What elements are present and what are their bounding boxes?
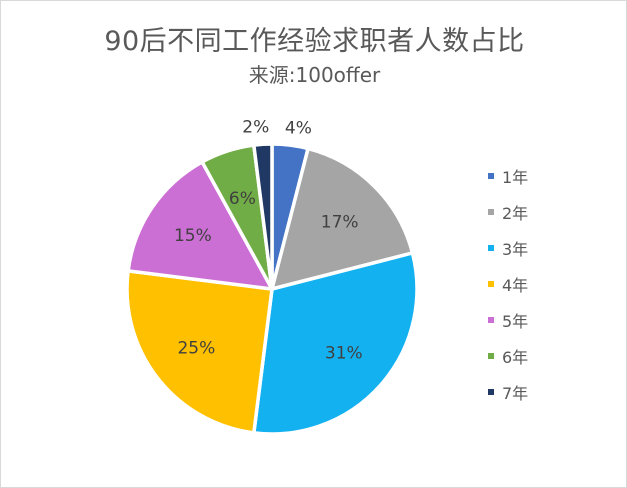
legend-label: 5年	[502, 312, 529, 331]
legend-swatch	[488, 209, 494, 215]
legend-swatch	[488, 353, 494, 359]
pie-slice-3	[252, 251, 419, 436]
legend-label: 1年	[502, 168, 529, 187]
legend-swatch	[488, 245, 494, 251]
slice-label-1: 4%	[285, 118, 312, 138]
legend-item-4: 4年	[488, 266, 528, 302]
pie-slice-5	[126, 160, 274, 291]
slice-label-3: 31%	[325, 343, 363, 363]
legend-item-5: 5年	[488, 302, 528, 338]
legend: 1年 2年 3年 4年 5年 6年 7年	[488, 158, 528, 410]
slice-label-2: 17%	[321, 212, 359, 232]
slice-label-5: 15%	[174, 226, 212, 246]
legend-swatch	[488, 317, 494, 323]
legend-swatch	[488, 389, 494, 395]
legend-item-7: 7年	[488, 374, 528, 410]
legend-swatch	[488, 173, 494, 179]
legend-item-3: 3年	[488, 230, 528, 266]
legend-swatch	[488, 281, 494, 287]
legend-label: 2年	[502, 204, 529, 223]
pie-slice-7	[252, 142, 274, 291]
legend-label: 3年	[502, 240, 529, 259]
legend-label: 6年	[502, 348, 529, 367]
pie-slice-2	[270, 146, 415, 291]
chart-title: 90后不同工作经验求职者人数占比	[104, 26, 525, 57]
pie-slice-4	[125, 269, 274, 435]
slice-label-6: 6%	[229, 189, 256, 209]
legend-label: 7年	[502, 384, 529, 403]
chart-subtitle: 来源:100offer	[248, 63, 381, 87]
slice-label-4: 25%	[177, 339, 215, 359]
legend-label: 4年	[502, 276, 529, 295]
slice-label-7: 2%	[242, 117, 269, 137]
legend-item-1: 1年	[488, 158, 528, 194]
legend-item-2: 2年	[488, 194, 528, 230]
legend-item-6: 6年	[488, 338, 528, 374]
